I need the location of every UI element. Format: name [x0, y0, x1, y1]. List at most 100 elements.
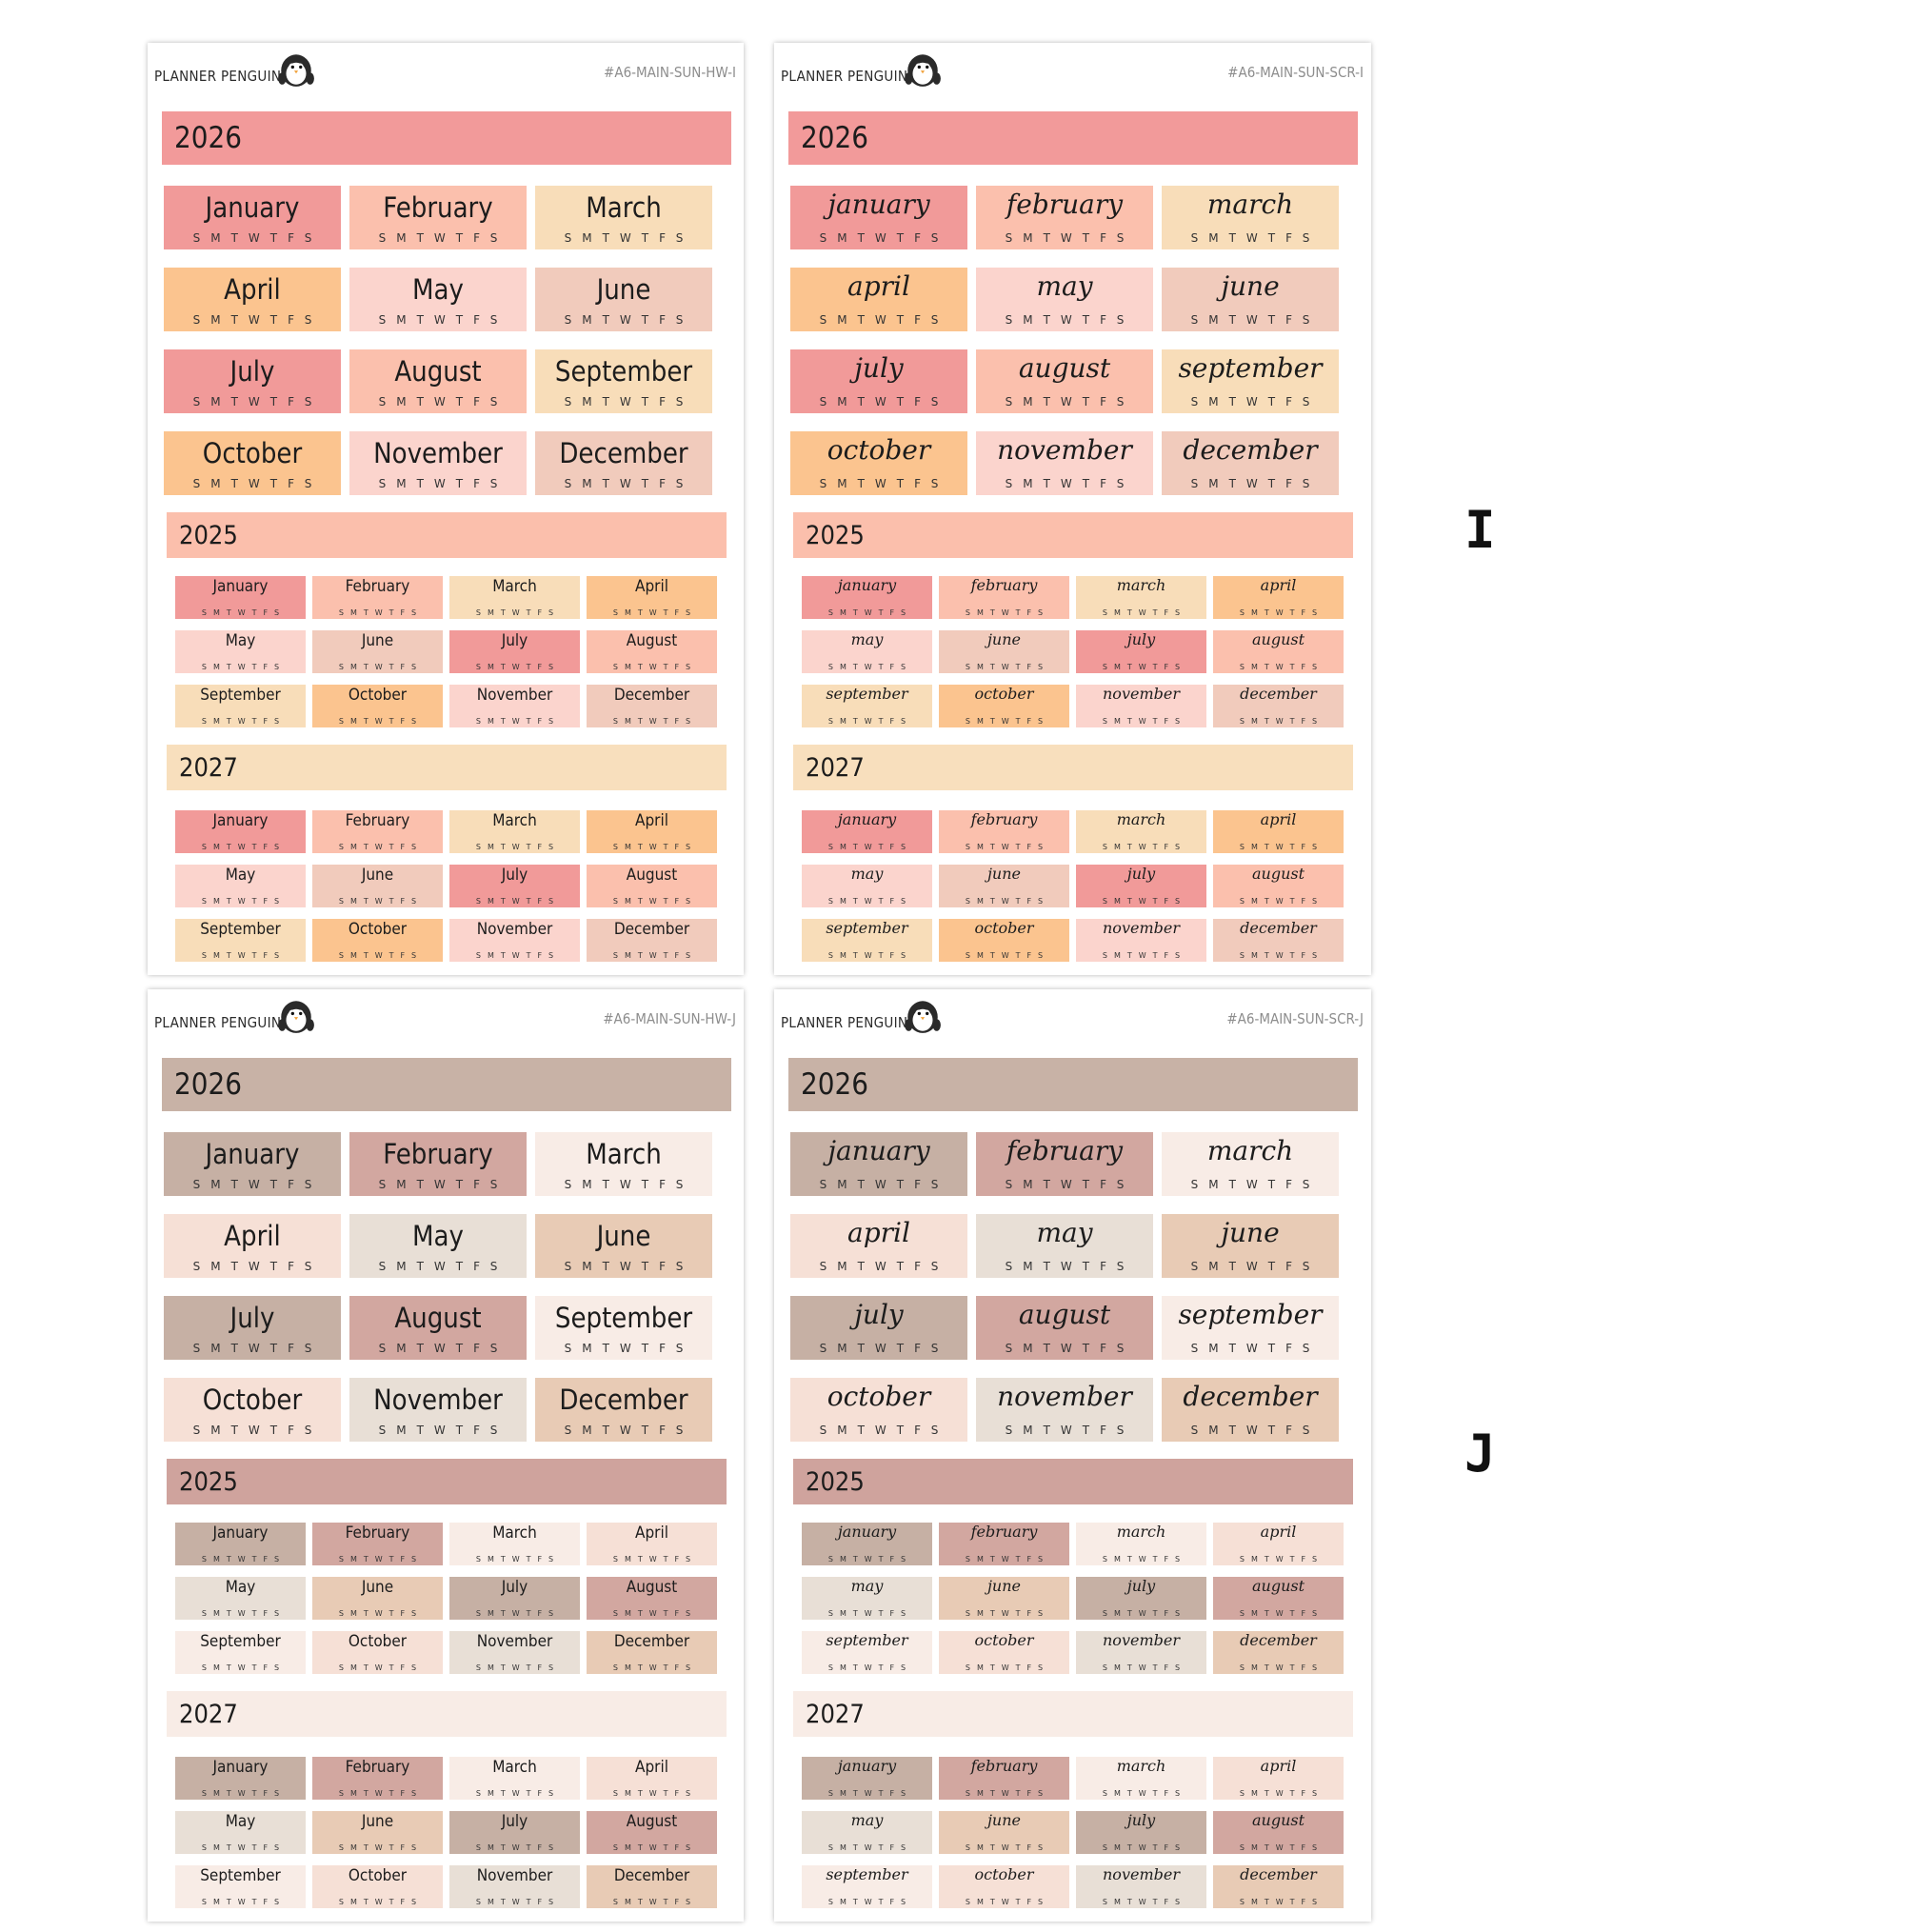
weekday-letters: SMTWTFS: [201, 1555, 287, 1564]
month-name: may: [1036, 1217, 1093, 1248]
weekday-letters: SMTWTFS: [475, 608, 561, 617]
month-name: june: [986, 630, 1022, 648]
month-name: october: [974, 685, 1034, 703]
weekday-letters: SMTWTFS: [1102, 1663, 1187, 1672]
month-tab: march SMTWTFS: [1076, 1757, 1206, 1800]
month-tab: June SMTWTFS: [312, 630, 443, 673]
month-name: May: [412, 273, 464, 306]
month-tab: june SMTWTFS: [939, 1811, 1069, 1854]
month-tab: September SMTWTFS: [175, 685, 306, 727]
month-tab: march SMTWTFS: [1076, 576, 1206, 619]
month-name: august: [1018, 1299, 1111, 1330]
month-tab: june SMTWTFS: [939, 1577, 1069, 1620]
month-name: april: [847, 270, 910, 302]
month-name: december: [1183, 434, 1318, 466]
month-tab: October SMTWTFS: [312, 1631, 443, 1674]
sheet-header: PLANNER PENGUIN #A6-MAIN-SUN-SCR-I: [774, 43, 1371, 110]
weekday-letters: SMTWTFS: [1102, 717, 1187, 726]
month-name: December: [613, 1632, 690, 1651]
month-tab: February SMTWTFS: [312, 576, 443, 619]
month-tab: December SMTWTFS: [587, 685, 717, 727]
month-name: December: [613, 686, 690, 705]
sheet-header: PLANNER PENGUIN #A6-MAIN-SUN-HW-I: [148, 43, 744, 110]
weekday-letters: SMTWTFS: [1102, 1843, 1187, 1852]
month-tab: March SMTWTFS: [449, 1757, 580, 1800]
month-tab: july SMTWTFS: [790, 349, 967, 413]
month-name: August: [626, 1812, 678, 1831]
month-tab: March SMTWTFS: [449, 1523, 580, 1565]
month-name: May: [225, 631, 256, 650]
month-name: february: [970, 576, 1038, 594]
month-name: May: [225, 1578, 256, 1597]
sticker-sheet-hw-j: PLANNER PENGUIN #A6-MAIN-SUN-HW-J 2026 Ja…: [148, 989, 744, 1922]
year-band: 2027: [167, 745, 727, 790]
weekday-letters: SMTWTFS: [338, 1789, 424, 1798]
month-name: May: [225, 866, 256, 885]
weekday-letters: SMTWTFS: [1239, 843, 1325, 851]
month-name: february: [1006, 1135, 1124, 1166]
month-name: november: [1103, 1631, 1180, 1649]
weekday-letters: SMTWTFS: [1239, 951, 1325, 960]
month-name: april: [1260, 576, 1297, 594]
weekday-letters: SMTWTFS: [1239, 1555, 1325, 1564]
month-tab: october SMTWTFS: [939, 685, 1069, 727]
weekday-letters: SMTWTFS: [192, 1178, 323, 1191]
weekday-letters: SMTWTFS: [338, 608, 424, 617]
month-name: september: [826, 1631, 908, 1649]
weekday-letters: SMTWTFS: [612, 717, 698, 726]
weekday-letters: SMTWTFS: [378, 1178, 508, 1191]
month-tab: July SMTWTFS: [164, 349, 341, 413]
brand-name: PLANNER PENGUIN: [154, 1014, 282, 1031]
month-name: september: [1178, 352, 1323, 384]
sheet-header: PLANNER PENGUIN #A6-MAIN-SUN-HW-J: [148, 989, 744, 1056]
weekday-letters: SMTWTFS: [1239, 897, 1325, 906]
month-name: december: [1240, 919, 1317, 937]
weekday-letters: SMTWTFS: [201, 1843, 287, 1852]
weekday-letters: SMTWTFS: [1005, 1178, 1135, 1191]
month-tab: August SMTWTFS: [587, 630, 717, 673]
month-name: october: [974, 1865, 1034, 1883]
weekday-letters: SMTWTFS: [827, 1898, 913, 1906]
month-name: march: [1116, 576, 1166, 594]
month-tab: november SMTWTFS: [976, 431, 1153, 495]
weekday-letters: SMTWTFS: [819, 395, 949, 408]
weekday-letters: SMTWTFS: [1102, 1898, 1187, 1906]
month-tab: May SMTWTFS: [175, 1811, 306, 1854]
sticker-sheet-scr-j: PLANNER PENGUIN #A6-MAIN-SUN-SCR-J 2026 j…: [774, 989, 1371, 1922]
month-name: August: [626, 1578, 678, 1597]
weekday-letters: SMTWTFS: [612, 608, 698, 617]
month-name: June: [596, 1220, 651, 1252]
month-name: march: [1116, 1757, 1166, 1775]
penguin-icon: [278, 54, 314, 87]
weekday-letters: SMTWTFS: [378, 313, 508, 327]
month-tab: january SMTWTFS: [802, 810, 932, 853]
weekday-letters: SMTWTFS: [201, 608, 287, 617]
weekday-letters: SMTWTFS: [965, 1555, 1050, 1564]
weekday-letters: SMTWTFS: [1005, 477, 1135, 490]
month-tab: August SMTWTFS: [587, 865, 717, 907]
month-tab: april SMTWTFS: [1213, 576, 1344, 619]
sheet-header: PLANNER PENGUIN #A6-MAIN-SUN-SCR-J: [774, 989, 1371, 1056]
month-tab: November SMTWTFS: [449, 685, 580, 727]
month-tab: April SMTWTFS: [164, 268, 341, 331]
month-name: February: [345, 1758, 410, 1777]
weekday-letters: SMTWTFS: [612, 663, 698, 671]
month-name: January: [212, 1758, 269, 1777]
month-tab: june SMTWTFS: [1162, 1214, 1339, 1278]
weekday-letters: SMTWTFS: [1005, 1424, 1135, 1437]
weekday-letters: SMTWTFS: [612, 1555, 698, 1564]
month-name: August: [394, 1302, 482, 1334]
weekday-letters: SMTWTFS: [827, 1609, 913, 1618]
weekday-letters: SMTWTFS: [965, 1843, 1050, 1852]
month-name: June: [361, 1812, 394, 1831]
month-tab: November SMTWTFS: [449, 1865, 580, 1908]
month-name: july: [1126, 1577, 1156, 1595]
month-name: September: [200, 920, 281, 939]
weekday-letters: SMTWTFS: [1102, 1609, 1187, 1618]
weekday-letters: SMTWTFS: [612, 1898, 698, 1906]
month-tab: March SMTWTFS: [535, 186, 712, 249]
weekday-letters: SMTWTFS: [475, 663, 561, 671]
weekday-letters: SMTWTFS: [1239, 608, 1325, 617]
month-tab: August SMTWTFS: [587, 1577, 717, 1620]
month-tab: march SMTWTFS: [1076, 1523, 1206, 1565]
